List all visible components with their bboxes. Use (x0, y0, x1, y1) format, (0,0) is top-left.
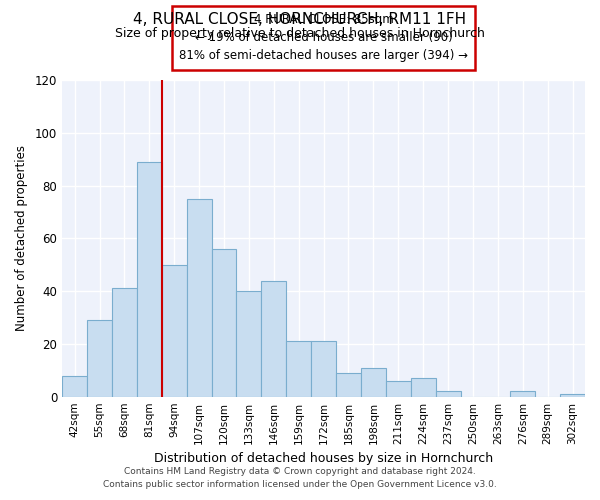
Bar (187, 199, 212, 396)
X-axis label: Distribution of detached houses by size in Hornchurch: Distribution of detached houses by size … (154, 452, 493, 465)
Bar (560, 394, 585, 396)
Bar (262, 280, 286, 396)
Bar (411, 378, 436, 396)
Bar (361, 368, 386, 396)
Bar (311, 342, 336, 396)
Bar (286, 342, 311, 396)
Bar (87, 320, 112, 396)
Text: Contains HM Land Registry data © Crown copyright and database right 2024.
Contai: Contains HM Land Registry data © Crown c… (103, 468, 497, 489)
Bar (436, 392, 461, 396)
Bar (112, 288, 137, 397)
Bar (62, 376, 87, 396)
Text: 4 RURAL CLOSE: 85sqm
← 19% of detached houses are smaller (90)
81% of semi-detac: 4 RURAL CLOSE: 85sqm ← 19% of detached h… (179, 14, 468, 62)
Bar (212, 249, 236, 396)
Text: Size of property relative to detached houses in Hornchurch: Size of property relative to detached ho… (115, 28, 485, 40)
Bar (336, 373, 361, 396)
Bar (162, 264, 187, 396)
Y-axis label: Number of detached properties: Number of detached properties (15, 146, 28, 332)
Bar (137, 162, 162, 396)
Bar (511, 392, 535, 396)
Bar (386, 381, 411, 396)
Text: 4, RURAL CLOSE, HORNCHURCH, RM11 1FH: 4, RURAL CLOSE, HORNCHURCH, RM11 1FH (133, 12, 467, 28)
Bar (236, 291, 262, 397)
